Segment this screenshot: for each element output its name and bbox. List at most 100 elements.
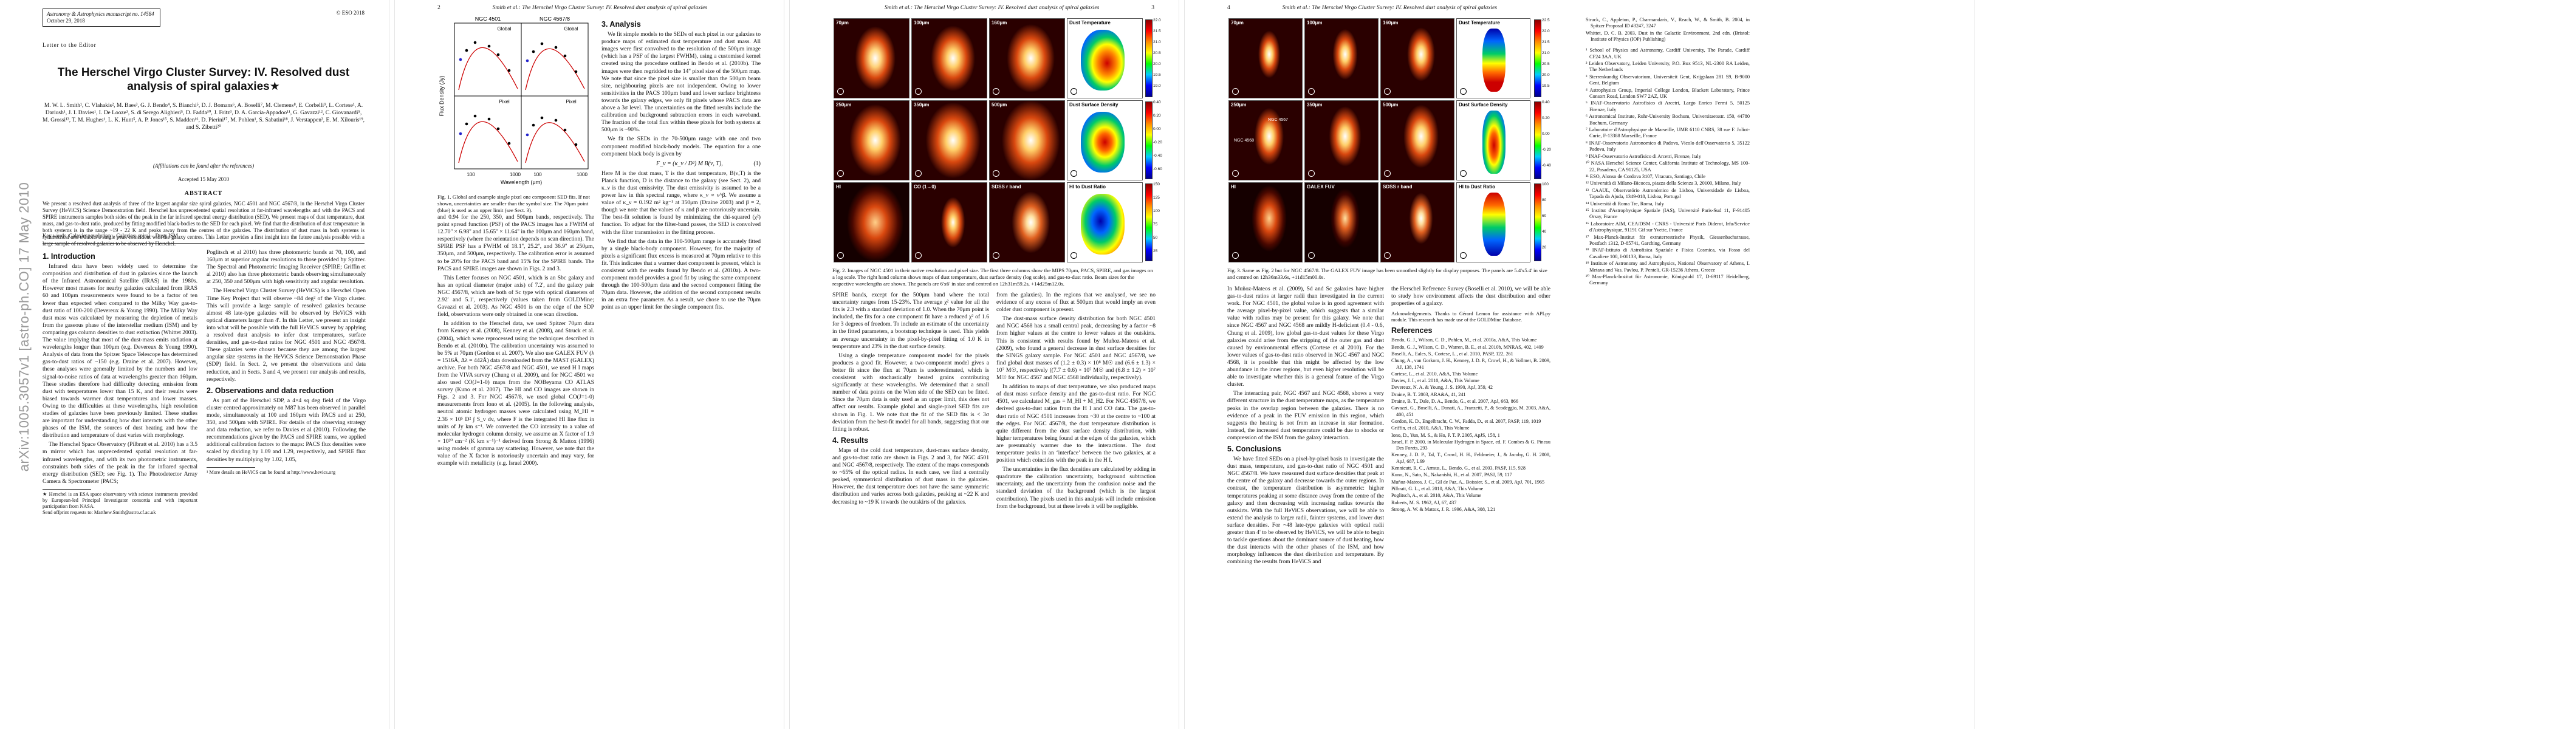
figure-3-grid: 70μm 100μm 160μm Dust Temperature 250μm …	[1228, 18, 1530, 262]
ratio-blob	[1081, 194, 1125, 255]
map-label: Dust Temperature	[1069, 20, 1111, 26]
page-4: 4 Smith et al.: The Herschel Virgo Clust…	[1185, 0, 1975, 729]
density-blob	[1081, 112, 1125, 173]
footnote: ★ Herschel is an ESA space observatory w…	[43, 491, 197, 509]
p3-right-column: from the galaxies). In the regions that …	[996, 292, 1156, 512]
image-tile-galex-fuv: GALEX FUV	[1304, 182, 1379, 262]
beam-marker	[1460, 88, 1467, 95]
image-tile-500um: 500μm	[1380, 100, 1454, 180]
tick: 0.00	[1542, 132, 1550, 136]
tick: 20.5	[1153, 51, 1161, 55]
sed-fit-curve	[525, 48, 585, 91]
tick: 125	[1153, 196, 1160, 200]
map-label: HI to Dust Ratio	[1459, 184, 1495, 190]
map-label: Dust Surface Density	[1069, 102, 1118, 108]
tile-label: 160μm	[992, 20, 1007, 26]
dust-temperature-map: Dust Temperature	[1067, 18, 1143, 98]
tick: 60	[1542, 214, 1547, 218]
colorbar-temperature	[1534, 19, 1541, 97]
ratio-blob	[1482, 193, 1506, 256]
running-title: Smith et al.: The Herschel Virgo Cluster…	[1282, 5, 1498, 11]
upper-limit-70um	[459, 58, 529, 137]
divider	[43, 243, 365, 244]
map-label: Dust Surface Density	[1459, 102, 1508, 108]
tick: 20	[1542, 245, 1547, 250]
tile-label: SDSS r band	[992, 184, 1021, 190]
reference-entry: Whittet, D. C. B. 2003, Dust in the Gala…	[1586, 30, 1750, 42]
reference-entry: Muñoz-Mateos, J. C., Gil de Paz, A., Boi…	[1391, 479, 1545, 485]
beam-marker	[1384, 170, 1391, 177]
p4-affiliation-column: Struck, C., Appleton, P., Charmandaris, …	[1586, 17, 1750, 287]
tick: 150	[1153, 182, 1160, 187]
figure-2-grid: 70μm 100μm 160μm Dust Temperature 250μm …	[834, 18, 1143, 262]
sed-plot: NGC 4501 NGC 4567/8 Global Global Pixel …	[439, 16, 589, 185]
paragraph: We fit the SEDs in the 70-500μm range wi…	[601, 135, 761, 157]
paragraph: In Muñoz-Mateos et al. (2009), Sd and Sc…	[1227, 286, 1384, 388]
tile-label: GALEX FUV	[1307, 184, 1335, 190]
reference-entry: Pilbratt, G. L., et al. 2010, A&A, This …	[1391, 485, 1484, 491]
beam-marker	[1384, 88, 1391, 95]
tick: 20.0	[1542, 73, 1550, 77]
affiliation-entry: ⁷ Laboratoire d'Astrophysique de Marseil…	[1586, 127, 1750, 139]
x-tick: 100	[467, 172, 475, 177]
tick: 0.20	[1542, 116, 1550, 120]
tick: 0.40	[1542, 100, 1550, 104]
panel-title-right: NGC 4567/8	[540, 17, 570, 22]
panel-global-4567	[521, 22, 589, 97]
beam-marker	[1232, 252, 1239, 259]
colorbar-labels: 0.40 0.20 0.00 -0.20 -0.40 -0.60	[1153, 100, 1162, 172]
paragraph: Here M is the dust mass, T is the dust t…	[601, 169, 761, 236]
correspondence: Send offprint requests to: Matthew.Smith…	[43, 509, 156, 515]
beam-marker	[1308, 170, 1315, 177]
paragraph: The uncertainties in the flux densities …	[996, 466, 1156, 510]
page-1: Astronomy & Astrophysics manuscript no. …	[0, 0, 389, 729]
page-2: 2 Smith et al.: The Herschel Virgo Clust…	[395, 0, 784, 729]
beam-marker	[837, 170, 844, 177]
panel-pixel-4501	[454, 95, 522, 169]
affiliation-list: ¹ School of Physics and Astronomy, Cardi…	[1586, 47, 1750, 287]
colorbar-labels: 22.5 22.0 21.5 21.0 20.5 20.0 19.5	[1542, 18, 1550, 89]
arxiv-id: arXiv:1005.3057v1 [astro-ph.CO] 17 May 2…	[16, 182, 32, 472]
hi-to-dust-ratio-map: HI to Dust Ratio	[1456, 182, 1530, 262]
image-tile-sdss: SDSS r band	[989, 182, 1065, 262]
running-head: 2 Smith et al.: The Herschel Virgo Clust…	[437, 5, 759, 11]
letter-label: Letter to the Editor	[43, 43, 97, 49]
beam-marker	[1308, 88, 1315, 95]
abstract-heading: ABSTRACT	[184, 190, 223, 197]
section-heading: 1. Introduction	[43, 252, 95, 261]
tick: -0.60	[1153, 167, 1162, 171]
section-heading: References	[1391, 326, 1433, 335]
colorbar-density	[1145, 101, 1153, 179]
reference-entry: Draine, B. T. 2003, ARA&A, 41, 241	[1391, 391, 1466, 397]
paper-title: The Herschel Virgo Cluster Survey: IV. R…	[57, 66, 350, 93]
paragraph: Maps of the cold dust temperature, dust-…	[832, 447, 989, 505]
tile-label: 350μm	[1307, 102, 1323, 108]
beam-marker	[993, 252, 999, 259]
p1-right-column: Poglitsch et al 2010) has three photomet…	[207, 249, 366, 476]
beam-marker	[1232, 88, 1239, 95]
running-head: Smith et al.: The Herschel Virgo Cluster…	[832, 5, 1154, 11]
figure-2-caption: Fig. 2. Images of NGC 4501 in their nati…	[832, 267, 1153, 287]
affiliation-entry: ²⁰ Max-Planck-Institut für Astronomie, K…	[1586, 274, 1750, 286]
reference-entry: Kennicutt, R. C., Armus, L., Bendo, G., …	[1391, 465, 1526, 471]
tick: 22.0	[1542, 29, 1550, 33]
footnote-rule	[207, 467, 255, 468]
beam-marker	[837, 88, 844, 95]
galaxy-label: NGC 4567	[1268, 118, 1289, 122]
abstract-text: We present a resolved dust analysis of t…	[43, 200, 365, 247]
panel-title-left: NGC 4501	[475, 17, 501, 22]
figure-1-caption: Fig. 1. Global and example single pixel …	[437, 194, 590, 213]
affiliation-entry: ⁹ INAF-Osservatorio Astrofisico di Arcet…	[1586, 153, 1701, 159]
image-tile-350um: 350μm	[911, 100, 987, 180]
tile-label: 250μm	[1231, 102, 1247, 108]
tick: 20.5	[1542, 62, 1550, 66]
journal-name: Astronomy & Astrophysics manuscript no. …	[47, 11, 154, 17]
reference-entry: Iono, D., Yun, M. S., & Ho, P. T. P. 200…	[1391, 432, 1500, 438]
equation-body: F_ν = (κ_ν / D²) M B(ν, T),	[656, 160, 723, 167]
colorbar-density	[1534, 101, 1541, 179]
tick: 80	[1542, 198, 1547, 202]
affiliation-entry: ¹⁵ Institut d'Astrophysique Spatiale (IA…	[1586, 207, 1750, 220]
tick: -0.20	[1542, 148, 1551, 152]
affiliation-note: (Affiliations can be found after the ref…	[152, 163, 255, 169]
reference-entry: Kenney, J. D. P., Tal, T., Crowl, H. H.,…	[1391, 452, 1550, 464]
